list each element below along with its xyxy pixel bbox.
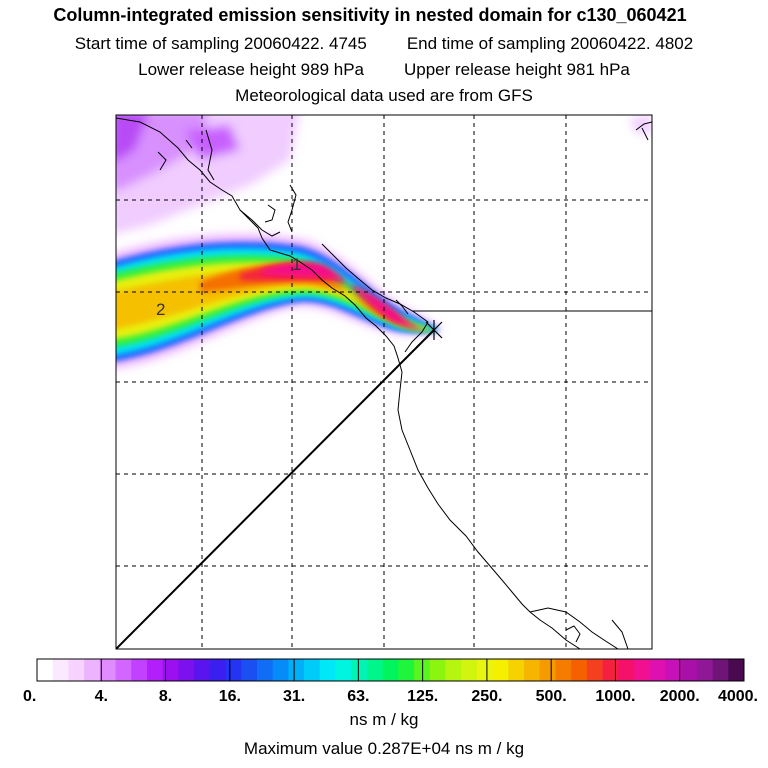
colorbar-swatch — [712, 659, 729, 681]
coastlines — [116, 117, 652, 649]
sampling-times: Start time of sampling 20060422. 4745 End… — [0, 34, 768, 54]
colorbar-swatch — [52, 659, 69, 681]
sensitivity-plume — [116, 235, 442, 368]
colorbar-unit: ns m / kg — [349, 710, 419, 729]
colorbar-tick-label: 4000. — [718, 688, 758, 705]
colorbar-swatch — [162, 659, 179, 681]
colorbar-swatch — [445, 659, 462, 681]
colorbar-swatch — [524, 659, 541, 681]
colorbar-frame — [36, 658, 745, 682]
upper-height-text: Upper release height 981 hPa — [404, 60, 630, 79]
colorbar-swatch — [272, 659, 289, 681]
max-value-text: Maximum value 0.287E+04 ns m / kg — [243, 739, 525, 758]
colorbar-tick-label: 4. — [95, 688, 108, 705]
colorbar-swatch — [696, 659, 714, 681]
colorbar-swatch — [539, 659, 556, 681]
end-time-text: End time of sampling 20060422. 4802 — [406, 34, 694, 53]
met-data-text: Meteorological data used are from GFS — [235, 86, 533, 105]
lower-height-text: Lower release height 989 hPa — [138, 60, 364, 79]
colorbar-swatch — [37, 659, 54, 681]
colorbar-swatch — [366, 659, 384, 681]
colorbar-swatch — [492, 659, 509, 681]
colorbar-swatch — [555, 659, 572, 681]
graticule — [116, 115, 652, 649]
colorbar-swatch — [602, 659, 619, 681]
colorbar-swatch — [335, 659, 352, 681]
colorbar-swatch — [288, 659, 305, 681]
colorbar-swatch — [508, 659, 525, 681]
plume-label-2: 2 — [156, 300, 165, 319]
colorbar-ticks: 0. 4. 8. 16. 31. 63. 125. 250. 500. 1000. 2000. 400… — [23, 688, 758, 705]
start-time-text: Start time of sampling 20060422. 4745 — [74, 34, 367, 53]
release-heights: Lower release height 989 hPa Upper releas… — [0, 60, 768, 80]
colorbar-tick-label: 2000. — [660, 688, 700, 705]
colorbar-swatch — [665, 659, 682, 681]
colorbar-tick-label: 16. — [219, 688, 241, 705]
colorbar-swatch — [68, 659, 85, 681]
colorbar-swatch — [618, 659, 635, 681]
colorbar-swatch — [84, 659, 101, 681]
colorbar-swatch — [429, 659, 446, 681]
colorbar-swatch — [209, 659, 227, 681]
colorbar-swatch — [304, 659, 321, 681]
release-point-marker — [425, 320, 443, 340]
colorbar-swatch — [131, 659, 148, 681]
colorbar-swatch — [728, 659, 745, 681]
colorbar-swatch — [178, 659, 195, 681]
colorbar-swatch — [146, 659, 164, 681]
colorbar-swatch — [99, 659, 117, 681]
colorbar-swatch — [194, 659, 211, 681]
plume-label-1: 1 — [292, 255, 301, 274]
colorbar-tick-label: 500. — [536, 688, 567, 705]
colorbar-swatch — [241, 659, 258, 681]
colorbar-swatch — [225, 659, 242, 681]
colorbar-swatch — [319, 659, 337, 681]
colorbar-swatch — [681, 659, 698, 681]
plot-title: Column-integrated emission sensitivity i… — [53, 5, 687, 25]
colorbar-tick-label: 0. — [23, 688, 36, 705]
colorbar-swatch — [351, 659, 368, 681]
colorbar-swatch — [586, 659, 604, 681]
colorbar-tick-label: 125. — [407, 688, 438, 705]
colorbar-swatch — [476, 659, 494, 681]
colorbar-tick-label: 250. — [471, 688, 502, 705]
colorbar-swatch — [461, 659, 478, 681]
colorbar-swatch — [398, 659, 415, 681]
sensitivity-haze — [116, 115, 652, 234]
map-area: 1 2 — [116, 115, 652, 649]
colorbar-tick-label: 1000. — [595, 688, 635, 705]
colorbar — [36, 658, 745, 682]
map-frame — [115, 114, 653, 650]
colorbar-tick-label: 31. — [283, 688, 305, 705]
colorbar-tick-label: 8. — [159, 688, 172, 705]
colorbar-swatch — [634, 659, 651, 681]
colorbar-swatch — [571, 659, 588, 681]
colorbar-tick-label: 63. — [347, 688, 369, 705]
release-line-diagonal — [116, 329, 435, 649]
colorbar-swatch — [115, 659, 132, 681]
colorbar-swatch — [382, 659, 399, 681]
colorbar-swatch — [649, 659, 666, 681]
colorbar-swatch — [256, 659, 274, 681]
